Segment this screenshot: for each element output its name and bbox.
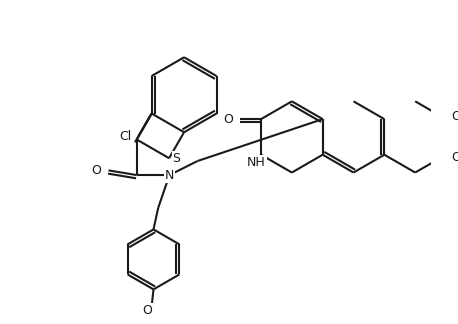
Text: N: N [165,168,174,181]
Text: O: O [223,113,233,126]
Text: O: O [452,110,458,123]
Text: O: O [452,151,458,164]
Text: NH: NH [247,156,266,169]
Text: O: O [91,164,101,177]
Text: S: S [173,152,180,165]
Text: O: O [142,305,152,318]
Text: Cl: Cl [119,130,131,143]
